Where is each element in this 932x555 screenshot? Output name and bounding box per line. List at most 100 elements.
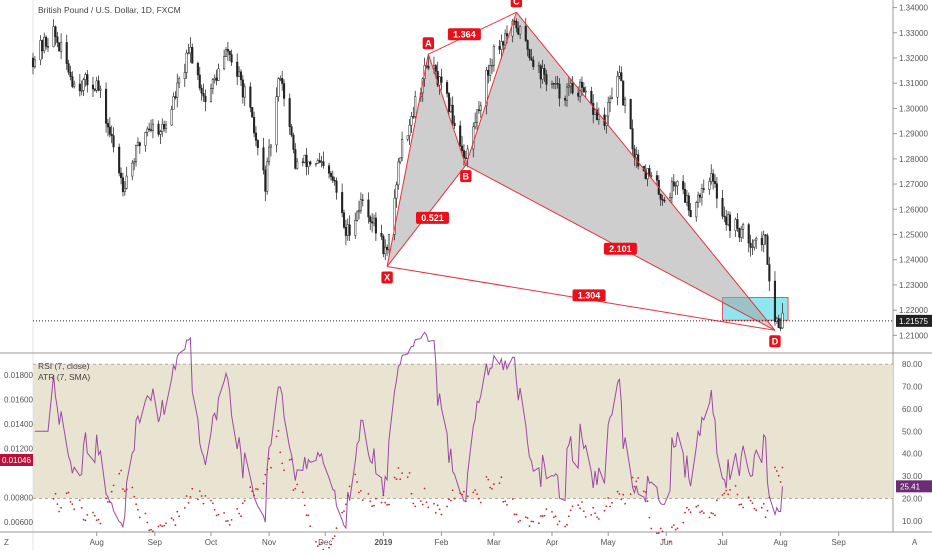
candle-body xyxy=(708,181,711,190)
price-tag: 1.21575 xyxy=(896,314,932,327)
atr-dot xyxy=(448,498,450,501)
atr-dot xyxy=(60,506,62,509)
rsi-axis-label: 50.00 xyxy=(902,427,923,436)
pattern-triangle-2 xyxy=(465,12,775,331)
candle-body xyxy=(710,173,713,182)
atr-dot xyxy=(230,519,233,521)
atr-dot xyxy=(320,541,323,544)
atr-dot xyxy=(532,520,535,523)
atr-dot xyxy=(82,518,85,521)
candle-body xyxy=(670,181,673,198)
atr-dot xyxy=(202,502,205,505)
candle-body xyxy=(631,128,634,150)
atr-dot xyxy=(545,508,548,510)
candle-body xyxy=(393,197,396,235)
atr-dot xyxy=(382,494,385,497)
price-axis-label: 1.34000 xyxy=(899,4,928,13)
atr-dot xyxy=(500,476,503,479)
atr-dot xyxy=(729,489,731,491)
candle-body xyxy=(526,40,529,50)
atr-dot xyxy=(138,516,141,519)
candle-body xyxy=(146,128,149,133)
atr-dot xyxy=(316,545,319,547)
candle-body xyxy=(305,154,308,167)
atr-dot xyxy=(197,498,199,501)
candle-body xyxy=(689,209,692,218)
candle-body xyxy=(616,75,619,98)
atr-dot xyxy=(699,511,701,514)
atr-dot xyxy=(410,492,413,495)
candle-body xyxy=(564,98,567,101)
candle-body xyxy=(682,181,685,190)
atr-dot xyxy=(517,521,520,523)
atr-dot xyxy=(674,528,677,531)
atr-dot xyxy=(682,521,685,524)
candle-body xyxy=(530,57,533,61)
ratio-bd-bg xyxy=(603,242,637,255)
atr-dot xyxy=(734,485,737,487)
ratio-xb-bg xyxy=(415,211,449,224)
atr-dot xyxy=(99,522,102,525)
atr-dot xyxy=(671,526,673,529)
atr-dot xyxy=(369,500,372,503)
atr-dot xyxy=(502,500,505,503)
candle-body xyxy=(138,142,141,146)
candle-body xyxy=(676,181,679,187)
atr-dot xyxy=(200,495,203,497)
rsi-group xyxy=(34,331,783,530)
atr-dot xyxy=(189,496,192,498)
candle-body xyxy=(760,237,763,245)
atr-dot xyxy=(433,502,435,505)
atr-dot xyxy=(661,530,664,533)
candle-body xyxy=(434,65,437,72)
atr-dot xyxy=(78,499,81,501)
atr-dot xyxy=(538,522,540,525)
candle-body xyxy=(773,280,777,322)
candle-body xyxy=(183,72,186,79)
candle-body xyxy=(412,116,415,118)
candle-body xyxy=(550,83,554,85)
candle-body xyxy=(294,149,297,169)
atr-dot xyxy=(423,487,426,490)
atr-dot xyxy=(605,505,608,508)
price-axis-label: 1.29000 xyxy=(899,130,928,139)
atr-dot xyxy=(436,504,439,507)
candle-body xyxy=(624,98,627,106)
atr-dot xyxy=(453,497,456,500)
axes-group: 1.34000 1.33000 1.32000 1.31000 1.30000 1.290… xyxy=(4,4,928,547)
candle-body xyxy=(629,98,632,130)
time-axis-label: Sep xyxy=(148,538,163,547)
candle-body xyxy=(775,318,778,322)
ratio-ac: 1.364 xyxy=(447,28,481,41)
atr-dot xyxy=(464,500,467,503)
atr-dot xyxy=(176,510,179,513)
atr-dot xyxy=(498,482,501,484)
atr-dot xyxy=(774,466,776,469)
point-label-b-bg xyxy=(460,170,472,183)
candle-body xyxy=(97,80,100,91)
atr-dot xyxy=(240,515,242,518)
atr-dot xyxy=(301,491,304,494)
candle-body xyxy=(239,71,243,81)
point-label-d-text: D xyxy=(772,337,779,347)
atr-dot xyxy=(345,503,347,506)
candle-body xyxy=(567,85,570,88)
candle-body xyxy=(133,161,136,164)
time-axis-label: Feb xyxy=(435,538,449,547)
candle-body xyxy=(200,87,203,94)
candle-body xyxy=(740,229,743,238)
candle-body xyxy=(253,116,256,134)
atr-dot xyxy=(712,512,714,515)
candle-body xyxy=(552,83,555,85)
candle-body xyxy=(322,161,325,166)
atr-dot xyxy=(236,508,239,510)
atr-dot xyxy=(592,506,595,509)
atr-dot xyxy=(178,515,181,518)
candle-body xyxy=(281,78,284,84)
time-axis-label: 2019 xyxy=(374,538,392,547)
candle-body xyxy=(768,264,771,282)
candle-body xyxy=(395,184,398,199)
atr-dot xyxy=(367,493,370,495)
atr-dot xyxy=(262,482,265,485)
atr-dot xyxy=(399,478,402,480)
